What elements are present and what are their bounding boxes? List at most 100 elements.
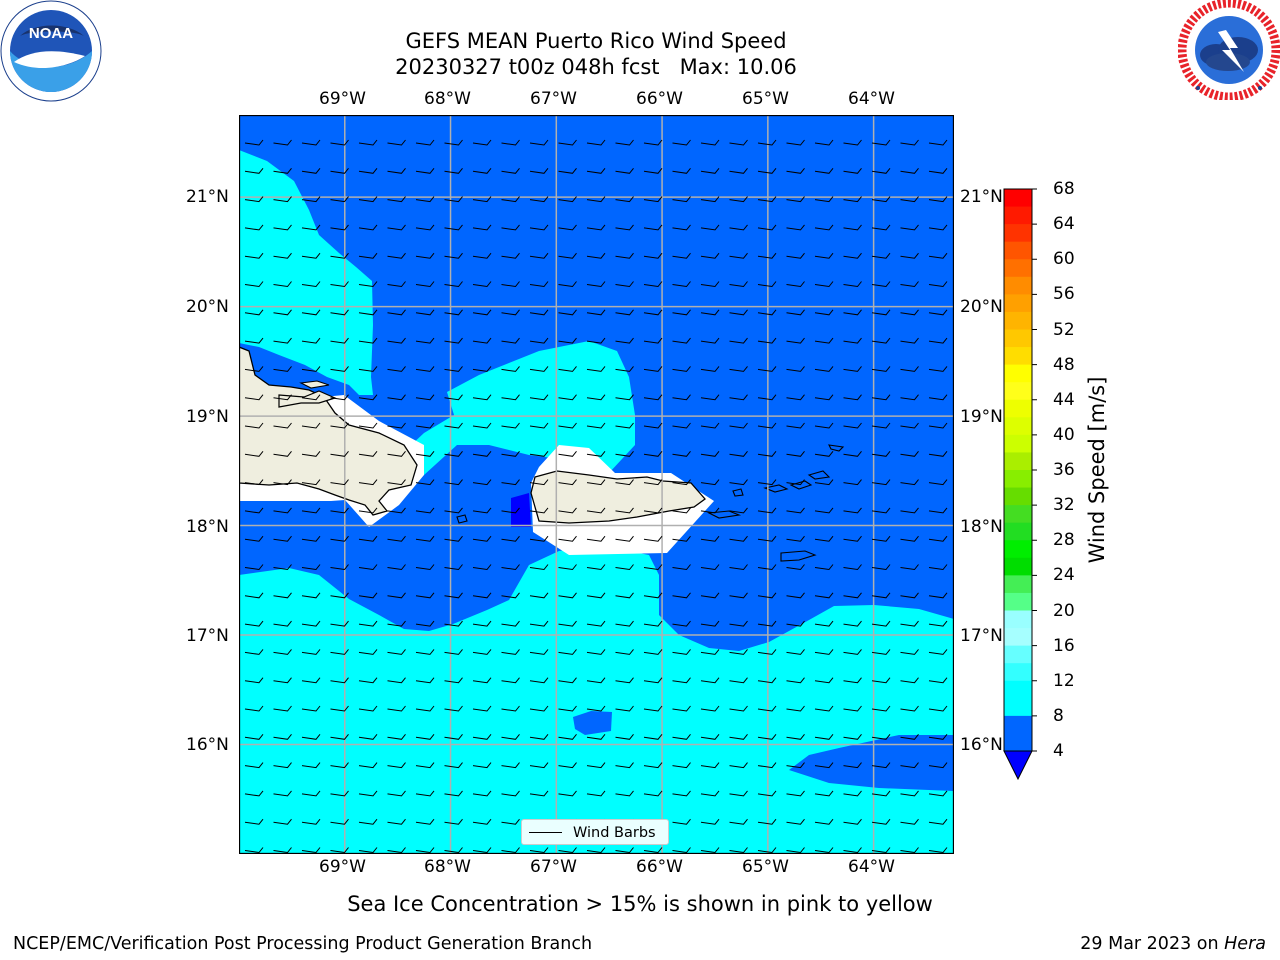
wind-barb [615,847,634,854]
wind-barb [301,790,321,797]
wind-barb [928,677,948,684]
land-tortuga [299,380,330,389]
colorbar-bin [1004,329,1032,348]
wind-barb [330,337,349,344]
wind-barb [757,733,777,740]
wind-barb [501,167,520,174]
wind-barb [330,535,349,542]
wind-barb [786,620,805,627]
wind-barb [643,337,663,344]
wind-barb [330,252,349,259]
wind-barb [900,733,919,740]
wind-barb [444,337,463,344]
lon-tick-top: 68°W [424,89,471,109]
wind-barb [444,818,463,825]
wind-barb [529,564,549,571]
wind-barb [900,818,919,825]
colorbar-bin [1004,557,1032,576]
wind-barb [273,818,292,825]
wind-barb [814,535,834,542]
wind-barb [843,281,862,288]
wind-barb [387,450,406,457]
wind-barb [244,507,264,514]
wind-barb [472,620,492,627]
wind-barb [786,677,805,684]
wind-barb [301,677,321,684]
wind-barb [615,790,634,797]
wind-barb [900,366,919,372]
wind-barb [843,705,862,712]
wind-barb [529,139,549,146]
wind-barb [615,366,634,372]
wind-barb [444,790,463,797]
wind-barb [900,450,919,457]
wind-barb [244,252,264,259]
wind-barb [900,479,919,486]
wind-barb [244,309,264,316]
wind-barb [672,281,691,288]
colorbar-bin [1004,434,1032,453]
chart-title: GEFS MEAN Puerto Rico Wind Speed [405,29,787,53]
wind-barb [814,847,834,854]
wind-barb [643,705,663,712]
wind-barb [586,479,606,486]
wind-barb [444,422,463,429]
wind-barb [615,535,634,542]
wind-barb [757,479,777,486]
wind-barb [501,733,520,740]
colorbar [1003,188,1037,781]
wind-barb [786,818,805,825]
wind-barb [814,167,834,174]
wind-barb [415,847,435,854]
lat-tick-left: 20°N [186,297,229,317]
wind-barb [615,167,634,174]
wind-barb [700,507,720,514]
wind-barb [301,422,321,429]
wind-barb [273,366,292,372]
wind-barb [558,592,577,599]
wind-barb [444,224,463,231]
wind-8-12-region-south [239,548,954,854]
footer-branch: NCEP/EMC/Verification Post Processing Pr… [13,934,593,954]
colorbar-title: Wind Speed [m/s] [1085,376,1109,564]
wind-barb [615,620,634,627]
colorbar-bin [1004,610,1032,629]
wind-barb [871,394,891,401]
wind-barb [273,281,292,288]
colorbar-bin [1004,259,1032,278]
wind-barb [558,649,577,655]
wind-barb [643,507,663,514]
wind-barb [387,196,406,203]
wind-barb [358,281,378,288]
wind-barb [501,507,520,514]
wind-barb [444,507,463,514]
wind-barb [501,422,520,429]
wind-barb [729,337,748,344]
wind-barb [273,139,292,146]
wind-barb [415,450,435,457]
wind-barb [444,762,463,769]
wind-barb [358,167,378,174]
wind-barb [615,592,634,599]
wind-barb [900,564,919,571]
wind-barb [529,337,549,344]
wind-barb [700,592,720,599]
wind-barb [415,790,435,797]
wind-barb [871,309,891,316]
wind-barb [586,649,606,655]
wind-barb [472,733,492,740]
wind-barb [558,790,577,797]
wind-barb [700,479,720,486]
wind-barb [928,252,948,259]
island-st-croix [780,550,817,562]
wind-barb [871,507,891,514]
footer-date: 29 Mar 2023 on Hera [1080,934,1266,954]
wind-barb [244,224,264,231]
wind-barb [900,139,919,146]
wind-barb [928,479,948,486]
wind-barb [529,733,549,740]
wind-barb [501,535,520,542]
wind-barb [643,762,663,769]
wind-barb [900,507,919,514]
wind-barb [501,649,520,655]
